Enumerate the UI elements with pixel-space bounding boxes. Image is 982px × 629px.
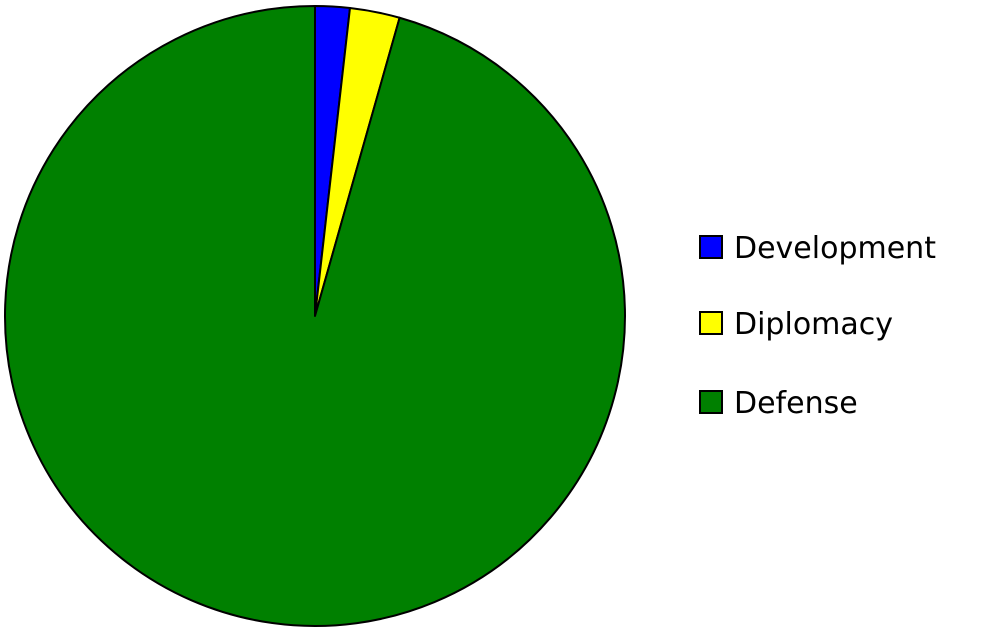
legend: Development Diplomacy Defense	[699, 231, 936, 421]
legend-item-development: Development	[699, 231, 936, 266]
pie-slice-defense	[4, 5, 626, 627]
legend-label-defense: Defense	[734, 386, 858, 421]
legend-item-defense: Defense	[699, 386, 858, 421]
pie-slices	[4, 5, 626, 627]
legend-swatch-diplomacy	[699, 311, 723, 335]
legend-label-development: Development	[734, 231, 936, 266]
legend-item-diplomacy: Diplomacy	[699, 307, 893, 342]
legend-swatch-development	[699, 235, 723, 259]
legend-label-diplomacy: Diplomacy	[734, 307, 893, 342]
legend-swatch-defense	[699, 390, 723, 414]
